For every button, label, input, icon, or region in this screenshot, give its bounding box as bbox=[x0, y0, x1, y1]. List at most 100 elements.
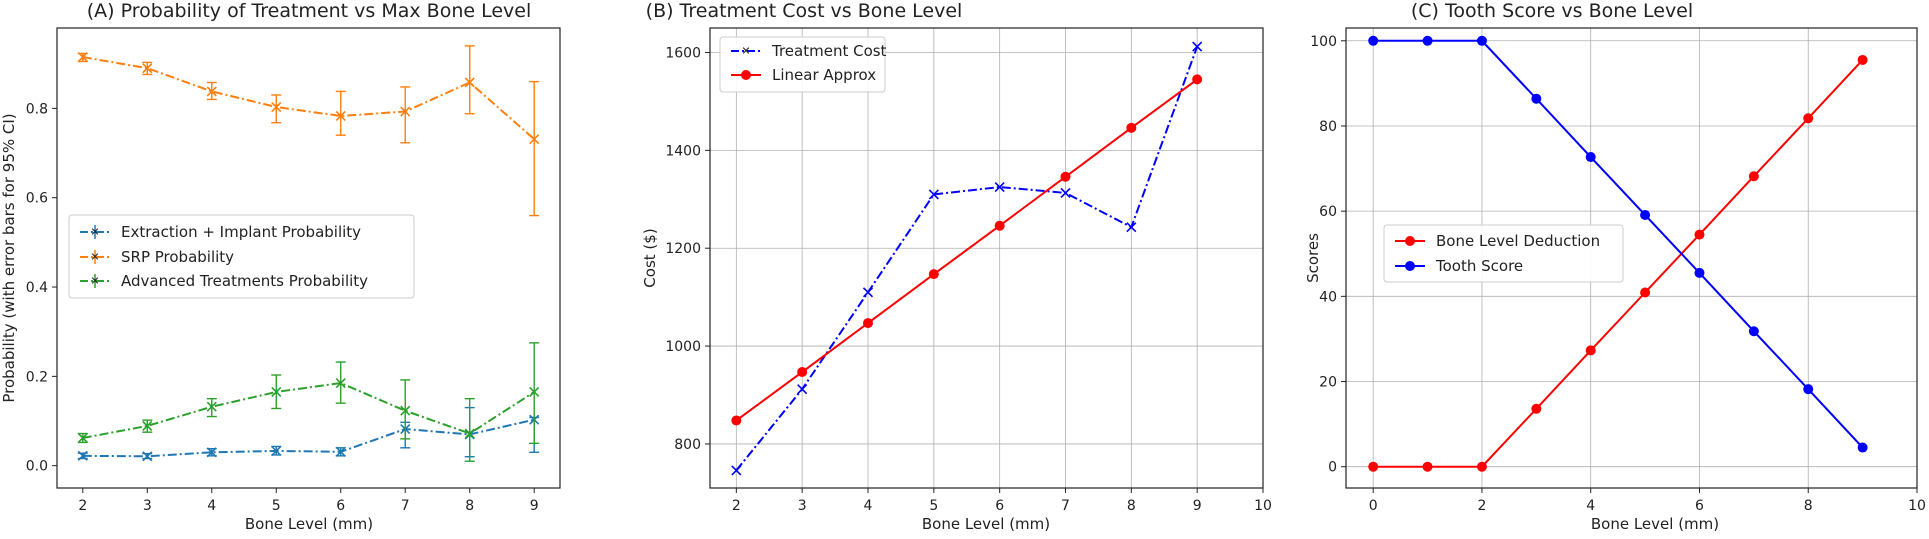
data-point-linear-approx bbox=[863, 318, 873, 329]
data-point-srp bbox=[206, 86, 217, 97]
data-point-bone-level-deduction bbox=[1748, 171, 1759, 182]
panel-c-legend-box bbox=[1383, 224, 1624, 283]
panel-c-xtick-label: 10 bbox=[1908, 498, 1926, 514]
legend-label-linear-approx: Linear Approx bbox=[772, 66, 876, 84]
panel-a-xtick-label: 9 bbox=[530, 498, 539, 514]
series-line-treatment-cost bbox=[735, 46, 1199, 472]
data-point-tooth-score bbox=[1640, 209, 1651, 220]
panel-a-xlabel: Bone Level (mm) bbox=[245, 515, 373, 533]
panel-a-xtick-label: 6 bbox=[336, 498, 345, 514]
legend-marker-extraction: ✕ bbox=[90, 226, 99, 239]
data-point-extraction bbox=[335, 446, 346, 457]
data-point-srp bbox=[77, 51, 88, 63]
panel-b-plot-area bbox=[731, 41, 1203, 476]
panel-a-ytick-label: 0.0 bbox=[26, 459, 48, 475]
panel-a-ytick-label: 0.8 bbox=[26, 101, 48, 117]
panel-a-xtick-label: 2 bbox=[78, 498, 87, 514]
data-point-advanced bbox=[464, 428, 475, 439]
data-point-tooth-score bbox=[1368, 35, 1379, 46]
data-point-treatment-cost bbox=[797, 384, 808, 395]
panel-c-plot-area bbox=[1368, 35, 1868, 472]
panel-b-xtick-label: 3 bbox=[798, 498, 807, 514]
panel-a-legend-box bbox=[68, 214, 415, 299]
panel-c-xtick-label: 6 bbox=[1695, 498, 1704, 514]
data-point-treatment-cost bbox=[1126, 222, 1137, 233]
panel-b-title: (B) Treatment Cost vs Bone Level bbox=[646, 0, 963, 22]
panel-b-ytick-label: 1000 bbox=[665, 339, 701, 355]
series-line-bone-level-deduction bbox=[1373, 59, 1864, 468]
legend-entry-tooth-score: Tooth Score bbox=[1395, 257, 1523, 275]
data-point-linear-approx bbox=[1126, 122, 1137, 133]
panel-c-ytick-label: 40 bbox=[1319, 289, 1337, 305]
panel-c-ytick-label: 100 bbox=[1310, 34, 1337, 50]
panel-c-ytick-label: 80 bbox=[1319, 119, 1337, 135]
panel-b-xtick-label: 9 bbox=[1193, 498, 1202, 514]
data-point-srp bbox=[400, 106, 411, 117]
data-point-bone-level-deduction bbox=[1640, 287, 1651, 298]
panel-c-title: (C) Tooth Score vs Bone Level bbox=[1411, 0, 1693, 22]
data-point-advanced bbox=[77, 432, 88, 444]
legend-label-bone-level-deduction: Bone Level Deduction bbox=[1436, 232, 1600, 250]
data-point-advanced bbox=[400, 405, 411, 416]
data-point-linear-approx bbox=[994, 220, 1005, 231]
legend-label-extraction: Extraction + Implant Probability bbox=[121, 223, 361, 241]
data-point-extraction bbox=[271, 445, 282, 456]
data-point-treatment-cost bbox=[994, 181, 1005, 193]
legend-marker-tooth-score bbox=[1405, 261, 1415, 271]
data-point-linear-approx bbox=[1060, 171, 1071, 182]
panel-c-xtick-label: 4 bbox=[1586, 498, 1595, 514]
data-point-bone-level-deduction bbox=[1694, 229, 1705, 240]
panel-a-xtick-label: 3 bbox=[143, 498, 152, 514]
data-point-tooth-score bbox=[1531, 93, 1542, 104]
panel-c-legend: Bone Level Deduction Tooth Score bbox=[1383, 224, 1624, 283]
panel-a-xtick-label: 4 bbox=[207, 498, 216, 514]
panel-a-axes-frame bbox=[56, 27, 561, 489]
panel-b-xlabel: Bone Level (mm) bbox=[922, 515, 1050, 533]
panel-c-xtick-label: 8 bbox=[1804, 498, 1813, 514]
panel-b-xtick-label: 10 bbox=[1254, 498, 1272, 514]
panel-b-axes-frame bbox=[709, 27, 1264, 489]
legend-entry-linear-approx: Linear Approx bbox=[731, 66, 876, 84]
data-point-tooth-score bbox=[1803, 384, 1814, 395]
data-point-bone-level-deduction bbox=[1585, 345, 1596, 356]
panel-b-xtick-label: 4 bbox=[864, 498, 873, 514]
data-point-advanced bbox=[335, 377, 346, 389]
panel-a-ytick-label: 0.4 bbox=[26, 280, 48, 296]
legend-marker-advanced: ✕ bbox=[90, 275, 99, 288]
panel-c-ylabel: Scores bbox=[1304, 233, 1322, 283]
series-line-linear-approx bbox=[735, 78, 1198, 422]
panel-c-xtick-label: 2 bbox=[1477, 498, 1486, 514]
data-point-treatment-cost bbox=[928, 189, 939, 200]
data-point-advanced bbox=[206, 401, 217, 412]
panel-b-xtick-label: 7 bbox=[1061, 498, 1070, 514]
panel-a-xtick-label: 5 bbox=[272, 498, 281, 514]
data-point-tooth-score bbox=[1422, 35, 1433, 46]
data-point-tooth-score bbox=[1585, 152, 1596, 163]
panel-c-ytick-label: 0 bbox=[1328, 460, 1337, 476]
data-point-bone-level-deduction bbox=[1476, 461, 1487, 472]
panel-b-legend-box bbox=[719, 36, 886, 93]
panel-b-ytick-label: 1400 bbox=[665, 143, 701, 159]
panel-c-ytick-label: 20 bbox=[1319, 375, 1337, 391]
series-line-advanced bbox=[82, 382, 535, 439]
data-point-bone-level-deduction bbox=[1857, 54, 1868, 65]
panel-b-xtick-label: 2 bbox=[732, 498, 741, 514]
data-point-srp bbox=[529, 134, 540, 145]
legend-label-advanced: Advanced Treatments Probability bbox=[121, 272, 368, 290]
data-point-tooth-score bbox=[1694, 267, 1705, 278]
panel-a-xtick-label: 8 bbox=[465, 498, 474, 514]
series-line-extraction bbox=[82, 418, 535, 458]
data-point-linear-approx bbox=[928, 269, 939, 280]
legend-entry-extraction: ✕ Extraction + Implant Probability bbox=[80, 223, 361, 241]
data-point-bone-level-deduction bbox=[1803, 113, 1814, 124]
data-point-bone-level-deduction bbox=[1368, 461, 1379, 472]
legend-entry-treatment-cost: ✕ Treatment Cost bbox=[731, 42, 887, 60]
legend-entry-advanced: ✕ Advanced Treatments Probability bbox=[80, 272, 368, 290]
panel-a-title: (A) Probability of Treatment vs Max Bone… bbox=[87, 0, 532, 22]
data-point-advanced bbox=[529, 386, 540, 398]
data-point-linear-approx bbox=[797, 367, 808, 378]
series-line-tooth-score bbox=[1373, 39, 1864, 449]
panel-b-xtick-label: 8 bbox=[1127, 498, 1136, 514]
